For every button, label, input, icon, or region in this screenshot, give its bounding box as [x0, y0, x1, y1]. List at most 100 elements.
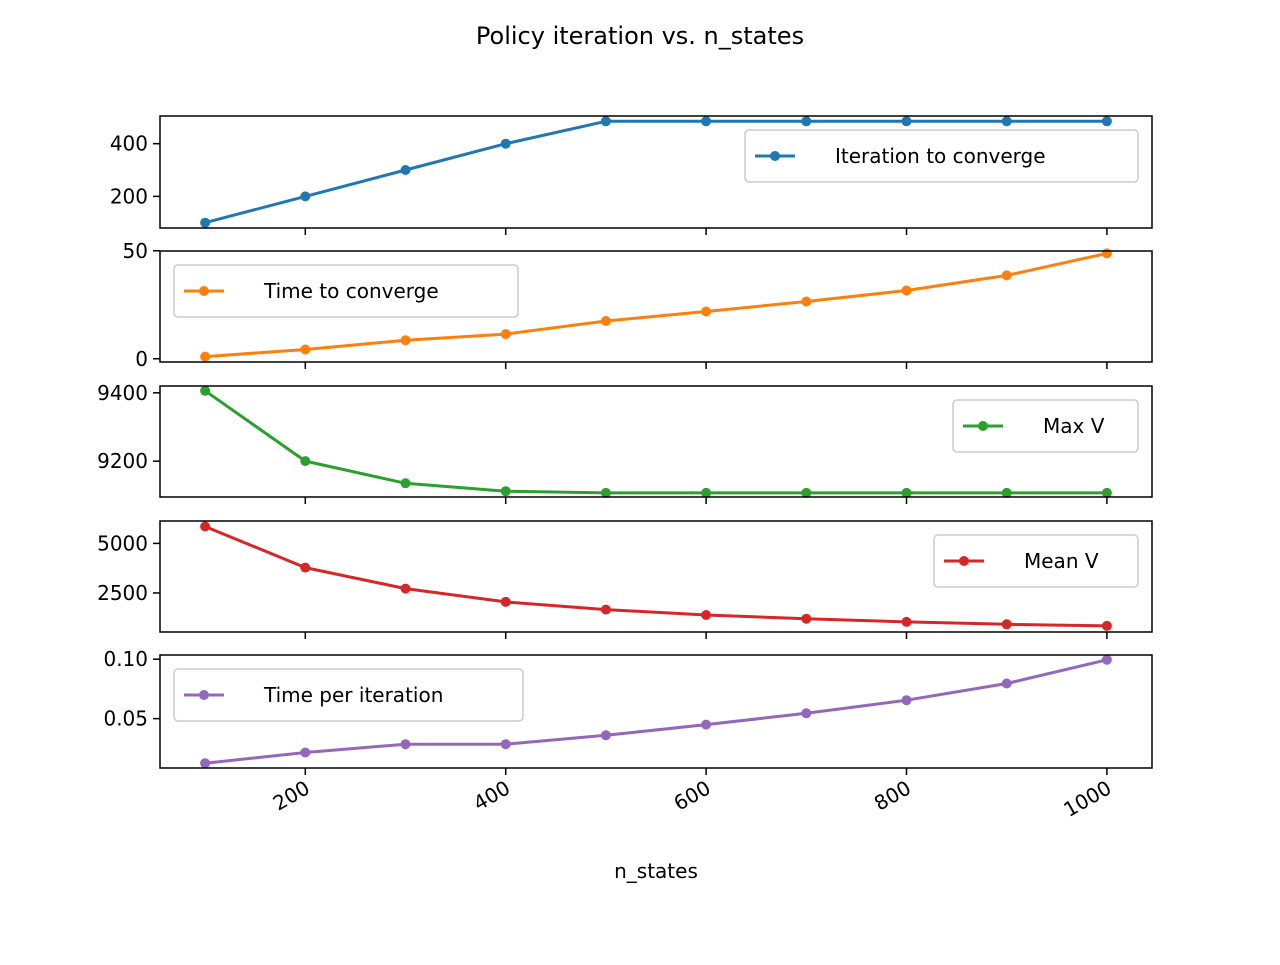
series-line: [203, 251, 1109, 359]
data-point: [200, 758, 211, 769]
legend-label: Iteration to converge: [835, 144, 1046, 168]
data-point: [200, 351, 211, 362]
data-point: [600, 116, 611, 127]
data-point: [1001, 487, 1012, 498]
y-tick-label: 50: [123, 239, 148, 263]
data-point: [1101, 620, 1112, 631]
legend-marker: [959, 556, 969, 566]
y-tick-label: 9400: [97, 381, 148, 405]
legend-frame: [173, 264, 519, 318]
data-point: [500, 329, 511, 340]
data-point: [901, 116, 912, 127]
subplot-1: 200 400 Iteration to converge: [110, 115, 1153, 235]
y-tick-label: 200: [110, 184, 148, 208]
data-point: [801, 487, 812, 498]
data-point: [1101, 116, 1112, 127]
legend-frame: [173, 668, 524, 722]
data-point: [500, 739, 511, 750]
data-point: [600, 487, 611, 498]
data-point: [300, 562, 311, 573]
legend-marker: [770, 151, 780, 161]
legend-label: Time to converge: [263, 279, 439, 303]
series-line: [203, 389, 1109, 495]
subplot-2: 0 50 Time to converge: [123, 239, 1153, 371]
data-point: [1001, 116, 1012, 127]
legend-marker: [199, 690, 209, 700]
series-line: [203, 525, 1109, 628]
data-point: [901, 616, 912, 627]
data-point: [200, 521, 211, 532]
data-point: [500, 138, 511, 149]
y-tick-label: 0.05: [103, 707, 148, 731]
data-point: [701, 306, 712, 317]
data-point: [600, 604, 611, 615]
legend: Max V: [952, 399, 1139, 453]
data-point: [300, 344, 311, 355]
data-point: [1101, 654, 1112, 665]
data-point: [701, 719, 712, 730]
legend-label: Time per iteration: [263, 683, 443, 707]
data-point: [801, 708, 812, 719]
chart-title: Policy iteration vs. n_states: [476, 22, 804, 50]
legend-frame: [744, 129, 1139, 183]
data-point: [200, 385, 211, 396]
data-point: [400, 478, 411, 489]
data-point: [600, 730, 611, 741]
axes-frame: [159, 385, 1153, 498]
data-point: [300, 191, 311, 202]
data-point: [1101, 248, 1112, 259]
data-point: [300, 747, 311, 758]
data-point: [300, 456, 311, 467]
y-tick-label: 400: [110, 132, 148, 156]
data-point: [400, 739, 411, 750]
y-tick-label: 2500: [97, 581, 148, 605]
legend-marker: [199, 286, 209, 296]
legend: Mean V: [933, 534, 1139, 588]
axes-frame: [159, 250, 1153, 363]
data-point: [901, 285, 912, 296]
data-point: [500, 596, 511, 607]
data-point: [801, 296, 812, 307]
legend: Iteration to converge: [744, 129, 1139, 183]
data-point: [1001, 678, 1012, 689]
y-tick-label: 0.10: [103, 647, 148, 671]
legend: Time to converge: [173, 264, 519, 318]
data-point: [1001, 619, 1012, 630]
y-tick-label: 9200: [97, 449, 148, 473]
data-point: [200, 217, 211, 228]
legend-frame: [933, 534, 1139, 588]
subplots: 200 400 Iteration to converge 0 50 Time to co…: [97, 115, 1153, 775]
series-line: [203, 119, 1109, 225]
subplot-5: 0.05 0.10 Time per iteration: [103, 647, 1153, 775]
data-point: [400, 335, 411, 346]
data-point: [1001, 270, 1012, 281]
x-axis-label: n_states: [614, 859, 698, 883]
data-point: [901, 695, 912, 706]
y-tick-label: 0: [135, 347, 148, 371]
data-point: [1101, 487, 1112, 498]
legend-marker: [978, 421, 988, 431]
legend: Time per iteration: [173, 668, 524, 722]
data-point: [801, 116, 812, 127]
data-point: [701, 116, 712, 127]
subplot-4: 2500 5000 Mean V: [97, 520, 1153, 639]
subplot-3: 9200 9400 Max V: [97, 381, 1153, 504]
y-tick-label: 5000: [97, 531, 148, 555]
data-point: [500, 486, 511, 497]
data-point: [801, 613, 812, 624]
legend-frame: [952, 399, 1139, 453]
legend-label: Max V: [1043, 414, 1105, 438]
data-point: [400, 583, 411, 594]
series-line: [203, 658, 1109, 765]
data-point: [701, 487, 712, 498]
data-point: [600, 316, 611, 326]
data-point: [701, 610, 712, 620]
axes-frame: [159, 115, 1153, 229]
data-point: [400, 165, 411, 175]
legend-label: Mean V: [1024, 549, 1099, 573]
axes-frame: [159, 654, 1153, 769]
axes-frame: [159, 520, 1153, 633]
data-point: [901, 487, 912, 498]
